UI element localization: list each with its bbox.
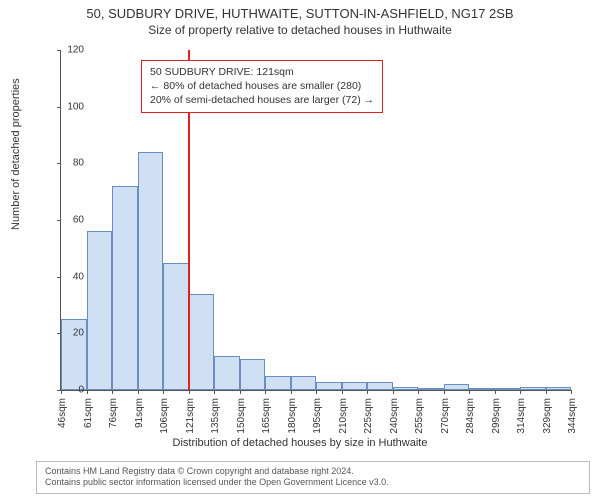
histogram-bar (495, 388, 521, 390)
footer-line-1: Contains HM Land Registry data © Crown c… (45, 466, 581, 478)
histogram-bar (265, 376, 291, 390)
xtick-mark (240, 390, 241, 394)
ytick-mark (57, 163, 61, 164)
y-axis-label: Number of detached properties (10, 78, 22, 230)
histogram-bar (112, 186, 138, 390)
xtick-label: 240sqm (389, 398, 400, 434)
chart-area: 50 SUDBURY DRIVE: 121sqm ← 80% of detach… (60, 50, 570, 410)
plot-region: 50 SUDBURY DRIVE: 121sqm ← 80% of detach… (60, 50, 571, 391)
histogram-bar (546, 387, 572, 390)
xtick-mark (469, 390, 470, 394)
xtick-mark (265, 390, 266, 394)
xtick-label: 225sqm (363, 398, 374, 434)
xtick-label: 314sqm (516, 398, 527, 434)
histogram-bar (469, 388, 495, 390)
ytick-mark (57, 50, 61, 51)
histogram-bar (240, 359, 266, 390)
xtick-mark (546, 390, 547, 394)
xtick-mark (393, 390, 394, 394)
xtick-label: 284sqm (465, 398, 476, 434)
xtick-label: 121sqm (185, 398, 196, 434)
xtick-mark (214, 390, 215, 394)
xtick-label: 76sqm (108, 398, 119, 428)
xtick-mark (342, 390, 343, 394)
histogram-bar (367, 382, 393, 391)
xtick-mark (61, 390, 62, 394)
xtick-mark (571, 390, 572, 394)
histogram-bar (163, 263, 189, 391)
xtick-mark (138, 390, 139, 394)
xtick-label: 135sqm (210, 398, 221, 434)
xtick-label: 270sqm (440, 398, 451, 434)
xtick-mark (495, 390, 496, 394)
histogram-bar (520, 387, 546, 390)
ytick-mark (57, 277, 61, 278)
ytick-label: 100 (67, 101, 84, 112)
xtick-label: 299sqm (491, 398, 502, 434)
ytick-mark (57, 220, 61, 221)
ytick-label: 40 (73, 271, 84, 282)
ytick-mark (57, 107, 61, 108)
xtick-mark (163, 390, 164, 394)
histogram-bar (138, 152, 164, 390)
histogram-bar (342, 382, 368, 391)
xtick-mark (520, 390, 521, 394)
ytick-label: 0 (78, 385, 84, 396)
xtick-mark (87, 390, 88, 394)
xtick-label: 329sqm (542, 398, 553, 434)
xtick-label: 106sqm (159, 398, 170, 434)
xtick-label: 180sqm (287, 398, 298, 434)
histogram-bar (393, 387, 419, 390)
xtick-label: 150sqm (236, 398, 247, 434)
footer-line-2: Contains public sector information licen… (45, 477, 581, 489)
chart-title: 50, SUDBURY DRIVE, HUTHWAITE, SUTTON-IN-… (0, 0, 600, 21)
chart-container: 50, SUDBURY DRIVE, HUTHWAITE, SUTTON-IN-… (0, 0, 600, 500)
xtick-label: 61sqm (83, 398, 94, 428)
histogram-bar (87, 231, 113, 390)
histogram-bar (214, 356, 240, 390)
ytick-label: 80 (73, 158, 84, 169)
xtick-mark (444, 390, 445, 394)
xtick-label: 195sqm (312, 398, 323, 434)
x-axis-label: Distribution of detached houses by size … (0, 437, 600, 449)
xtick-mark (112, 390, 113, 394)
ytick-label: 120 (67, 45, 84, 56)
histogram-bar (291, 376, 317, 390)
xtick-label: 91sqm (134, 398, 145, 428)
xtick-label: 255sqm (414, 398, 425, 434)
info-box: 50 SUDBURY DRIVE: 121sqm ← 80% of detach… (141, 60, 383, 113)
histogram-bar (418, 388, 444, 390)
histogram-bar (444, 384, 470, 390)
attribution-footer: Contains HM Land Registry data © Crown c… (36, 461, 590, 494)
xtick-mark (189, 390, 190, 394)
info-line-2: ← 80% of detached houses are smaller (28… (150, 79, 374, 93)
histogram-bar (316, 382, 342, 391)
xtick-mark (418, 390, 419, 394)
ytick-label: 20 (73, 328, 84, 339)
ytick-label: 60 (73, 215, 84, 226)
xtick-mark (367, 390, 368, 394)
xtick-label: 165sqm (261, 398, 272, 434)
xtick-mark (291, 390, 292, 394)
xtick-label: 46sqm (57, 398, 68, 428)
xtick-mark (316, 390, 317, 394)
histogram-bar (189, 294, 215, 390)
info-line-1: 50 SUDBURY DRIVE: 121sqm (150, 65, 374, 79)
chart-subtitle: Size of property relative to detached ho… (0, 21, 600, 37)
xtick-label: 344sqm (567, 398, 578, 434)
xtick-label: 210sqm (338, 398, 349, 434)
info-line-3: 20% of semi-detached houses are larger (… (150, 93, 374, 107)
